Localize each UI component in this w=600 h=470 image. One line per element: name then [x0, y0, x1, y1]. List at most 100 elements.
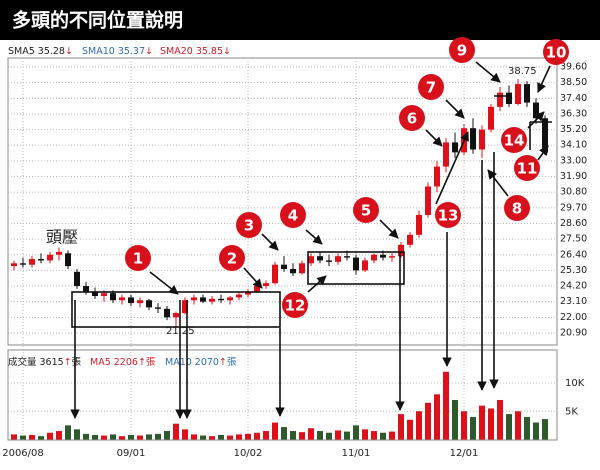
marker-label: 12	[285, 297, 306, 315]
volume-bar	[443, 371, 449, 440]
marker-circle	[418, 74, 444, 100]
y-tick-label: 20.90	[560, 327, 587, 338]
candle-body	[263, 283, 269, 287]
volume-bar	[281, 427, 287, 440]
volume-bar	[389, 431, 395, 440]
arrow	[425, 129, 443, 147]
y-tick-label: 30.80	[560, 187, 587, 198]
marker-label: 7	[426, 79, 436, 97]
y-tick-label: 37.40	[560, 93, 587, 104]
candle-body	[227, 297, 233, 301]
volume-bar	[47, 432, 53, 440]
marker-label: 6	[407, 110, 417, 128]
marker-circle	[501, 127, 527, 153]
candle-body	[416, 214, 422, 235]
candle-body	[371, 254, 377, 261]
marker-circle	[543, 39, 569, 65]
volume-bar	[299, 432, 305, 440]
candle-body	[272, 264, 278, 284]
candle-body	[398, 244, 404, 257]
candle-body	[380, 254, 386, 258]
candle-body	[497, 92, 503, 107]
y-tick-label: 28.60	[560, 218, 587, 229]
head-label: 頭壓	[46, 228, 78, 247]
candle-body	[254, 286, 260, 292]
candle-body	[29, 259, 35, 265]
volume-bar	[452, 399, 458, 440]
arrow	[261, 233, 279, 251]
x-tick-label: 12/01	[450, 448, 479, 459]
marker-circle	[282, 292, 308, 318]
marker-label: 10	[546, 44, 567, 62]
candle-body	[515, 84, 521, 105]
volume-bar	[326, 432, 332, 440]
volume-bar	[425, 402, 431, 440]
legend-entry: MA5 2206↑張	[90, 357, 156, 368]
marker-circle	[449, 37, 475, 63]
volume-bar	[110, 434, 116, 440]
legend-value: 35.28	[38, 46, 65, 57]
candle-body	[443, 142, 449, 167]
volume-bar	[155, 433, 161, 440]
volume-bar	[533, 422, 539, 440]
x-tick-label: 10/02	[234, 448, 263, 459]
legend-arrow: ↑	[219, 357, 227, 368]
legend-name: SMA10	[82, 46, 115, 57]
volume-bar	[362, 429, 368, 440]
volume-bar	[218, 434, 224, 440]
low-label: 21.25	[166, 326, 195, 337]
candle-body	[65, 253, 71, 267]
marker-label: 4	[288, 207, 298, 225]
y-tick-label: 38.50	[560, 77, 587, 88]
volume-bar	[146, 434, 152, 440]
arrow	[307, 275, 327, 293]
arrow	[435, 131, 469, 205]
legend-entry: SMA20 35.85↓	[160, 46, 231, 57]
candle-body	[308, 256, 314, 264]
marker-circle	[125, 245, 151, 271]
candle-body	[182, 300, 188, 314]
candle-body	[110, 293, 116, 301]
candle-body	[191, 297, 197, 301]
marker-label: 3	[244, 217, 254, 235]
arrow	[149, 271, 179, 295]
y-tick-label: 35.20	[560, 124, 587, 135]
marker-label: 9	[457, 42, 467, 60]
y-tick-label: 26.40	[560, 249, 587, 260]
legend-arrow: ↓	[65, 46, 73, 57]
legend-value: 35.37	[118, 46, 145, 57]
x-tick-label: 2006/08	[2, 448, 44, 459]
candle-body	[317, 256, 323, 261]
volume-bar	[479, 405, 485, 440]
candle-body	[353, 257, 359, 271]
candle-body	[326, 260, 332, 262]
volume-bar	[290, 431, 296, 440]
volume-bar	[128, 434, 134, 440]
candle-body	[47, 254, 53, 261]
title-bar	[0, 0, 600, 40]
candle-body	[281, 264, 287, 269]
legend-unit: 張	[227, 357, 237, 368]
arrow	[243, 267, 263, 289]
marker-circle	[514, 155, 540, 181]
candle-body	[209, 298, 215, 302]
volume-bar	[74, 429, 80, 440]
candle-body	[200, 297, 206, 302]
candle-body	[11, 263, 17, 267]
y-tick-label: 27.50	[560, 234, 587, 245]
volume-bar	[101, 435, 107, 440]
legend-entry: SMA10 35.37↓	[82, 46, 153, 57]
candle-body	[164, 308, 170, 318]
candle-body	[218, 298, 224, 301]
candle-body	[38, 259, 44, 261]
legend-entry: SMA5 35.28↓	[8, 46, 73, 57]
volume-bar	[380, 432, 386, 440]
volume-bar	[236, 434, 242, 440]
candle-body	[488, 106, 494, 130]
candle-body	[533, 102, 539, 119]
marker-label: 1	[133, 250, 143, 268]
volume-bar	[506, 414, 512, 440]
candle-body	[434, 166, 440, 187]
marker-circle	[236, 212, 262, 238]
